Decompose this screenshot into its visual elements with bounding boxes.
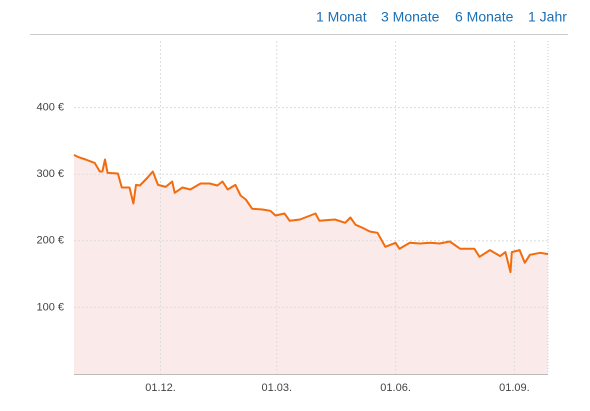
range-link[interactable]: 1 Monat: [316, 9, 367, 25]
y-tick-label: 100 €: [36, 301, 64, 313]
range-link[interactable]: 1 Jahr: [528, 9, 567, 25]
price-line: [73, 154, 549, 274]
y-tick-label: 200 €: [36, 235, 64, 247]
x-tick-label: 01.06.: [380, 382, 411, 394]
y-tick-label: 300 €: [36, 168, 64, 180]
y-tick-label: 400 €: [36, 102, 64, 114]
x-tick-label: 01.09.: [499, 382, 530, 394]
range-link[interactable]: 3 Monate: [381, 9, 440, 25]
area: [74, 154, 548, 374]
x-tick-label: 01.03.: [261, 382, 292, 394]
plot: 100 € 200 € 300 € 400 € 01.12. 01.03. 01.06. 01…: [36, 41, 549, 394]
x-tick-label: 01.12.: [145, 382, 176, 394]
range-link[interactable]: 6 Monate: [455, 9, 514, 25]
